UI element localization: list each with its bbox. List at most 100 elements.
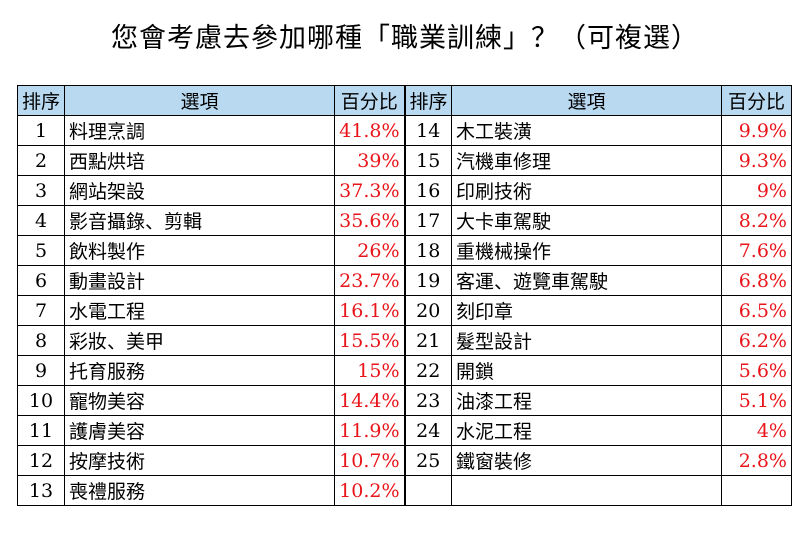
left-item-cell: 寵物美容 (64, 385, 335, 416)
header-rank: 排序 (17, 85, 65, 116)
left-item-cell: 料理烹調 (64, 115, 335, 146)
right-item-cell: 木工裝潢 (451, 115, 722, 146)
right-item-cell: 重機械操作 (451, 235, 722, 266)
left-rank-cell: 9 (17, 355, 65, 386)
right-percent-cell: 7.6% (721, 235, 792, 266)
table-row: 2 西點烘培 39% 15 汽機車修理 9.3% (17, 145, 792, 176)
page-title: 您會考慮去參加哪種「職業訓練」？（可複選） (111, 23, 699, 54)
header-item: 選項 (451, 85, 722, 116)
right-rank-cell (404, 475, 452, 506)
left-item-cell: 按摩技術 (64, 445, 335, 476)
right-percent-cell: 8.2% (721, 205, 792, 236)
right-percent-cell: 9% (721, 175, 792, 206)
ranking-table: 排序 選項 百分比 排序 選項 百分比 1 料理烹調 41.8% 14 木工裝潢 9.9%… (17, 85, 792, 506)
right-rank-cell: 14 (404, 115, 452, 146)
right-percent-cell: 5.6% (721, 355, 792, 386)
left-item-cell: 網站架設 (64, 175, 335, 206)
right-percent-cell: 5.1% (721, 385, 792, 416)
right-percent-cell: 4% (721, 415, 792, 446)
left-rank-cell: 5 (17, 235, 65, 266)
left-rank-cell: 2 (17, 145, 65, 176)
table-row: 7 水電工程 16.1% 20 刻印章 6.5% (17, 295, 792, 326)
left-rank-cell: 11 (17, 415, 65, 446)
left-rank-cell: 8 (17, 325, 65, 356)
table-row: 13 喪禮服務 10.2% (17, 475, 792, 506)
left-percent-cell: 15.5% (334, 325, 406, 356)
left-item-cell: 飲料製作 (64, 235, 335, 266)
right-item-cell: 印刷技術 (451, 175, 722, 206)
right-rank-cell: 19 (404, 265, 452, 296)
right-rank-cell: 24 (404, 415, 452, 446)
left-percent-cell: 41.8% (334, 115, 406, 146)
left-percent-cell: 14.4% (334, 385, 406, 416)
right-item-cell: 水泥工程 (451, 415, 722, 446)
left-percent-cell: 23.7% (334, 265, 406, 296)
left-percent-cell: 11.9% (334, 415, 406, 446)
left-rank-cell: 12 (17, 445, 65, 476)
right-item-cell: 客運、遊覽車駕駛 (451, 265, 722, 296)
right-percent-cell: 9.9% (721, 115, 792, 146)
table-row: 4 影音攝錄、剪輯 35.6% 17 大卡車駕駛 8.2% (17, 205, 792, 236)
left-rank-cell: 6 (17, 265, 65, 296)
right-rank-cell: 16 (404, 175, 452, 206)
right-percent-cell: 6.8% (721, 265, 792, 296)
right-percent-cell: 6.5% (721, 295, 792, 326)
left-percent-cell: 35.6% (334, 205, 406, 236)
table-header-row: 排序 選項 百分比 排序 選項 百分比 (17, 85, 792, 116)
left-item-cell: 動畫設計 (64, 265, 335, 296)
table-row: 8 彩妝、美甲 15.5% 21 髮型設計 6.2% (17, 325, 792, 356)
right-item-cell: 開鎖 (451, 355, 722, 386)
left-percent-cell: 16.1% (334, 295, 406, 326)
right-item-cell: 油漆工程 (451, 385, 722, 416)
table-row: 9 托育服務 15% 22 開鎖 5.6% (17, 355, 792, 386)
right-rank-cell: 25 (404, 445, 452, 476)
header-percent: 百分比 (334, 85, 406, 116)
right-item-cell: 汽機車修理 (451, 145, 722, 176)
left-item-cell: 托育服務 (64, 355, 335, 386)
left-rank-cell: 10 (17, 385, 65, 416)
left-percent-cell: 26% (334, 235, 406, 266)
header-rank: 排序 (404, 85, 452, 116)
left-item-cell: 影音攝錄、剪輯 (64, 205, 335, 236)
left-percent-cell: 39% (334, 145, 406, 176)
right-rank-cell: 22 (404, 355, 452, 386)
right-rank-cell: 21 (404, 325, 452, 356)
right-item-cell (451, 475, 722, 506)
table-body: 1 料理烹調 41.8% 14 木工裝潢 9.9% 2 西點烘培 39% 15 汽機車修理 9.3% 3… (17, 115, 792, 506)
right-item-cell: 刻印章 (451, 295, 722, 326)
left-percent-cell: 15% (334, 355, 406, 386)
table-row: 5 飲料製作 26% 18 重機械操作 7.6% (17, 235, 792, 266)
header-item: 選項 (64, 85, 335, 116)
right-rank-cell: 17 (404, 205, 452, 236)
table-row: 12 按摩技術 10.7% 25 鐵窗裝修 2.8% (17, 445, 792, 476)
right-item-cell: 髮型設計 (451, 325, 722, 356)
left-item-cell: 護膚美容 (64, 415, 335, 446)
right-item-cell: 鐵窗裝修 (451, 445, 722, 476)
left-percent-cell: 37.3% (334, 175, 406, 206)
left-item-cell: 彩妝、美甲 (64, 325, 335, 356)
right-percent-cell (721, 475, 792, 506)
table-row: 6 動畫設計 23.7% 19 客運、遊覽車駕駛 6.8% (17, 265, 792, 296)
right-rank-cell: 23 (404, 385, 452, 416)
left-percent-cell: 10.2% (334, 475, 406, 506)
left-item-cell: 西點烘培 (64, 145, 335, 176)
table-row: 11 護膚美容 11.9% 24 水泥工程 4% (17, 415, 792, 446)
right-rank-cell: 20 (404, 295, 452, 326)
right-percent-cell: 6.2% (721, 325, 792, 356)
left-item-cell: 喪禮服務 (64, 475, 335, 506)
right-percent-cell: 9.3% (721, 145, 792, 176)
table-row: 10 寵物美容 14.4% 23 油漆工程 5.1% (17, 385, 792, 416)
right-rank-cell: 18 (404, 235, 452, 266)
header-percent: 百分比 (721, 85, 792, 116)
left-rank-cell: 1 (17, 115, 65, 146)
left-rank-cell: 4 (17, 205, 65, 236)
left-percent-cell: 10.7% (334, 445, 406, 476)
right-rank-cell: 15 (404, 145, 452, 176)
left-item-cell: 水電工程 (64, 295, 335, 326)
right-percent-cell: 2.8% (721, 445, 792, 476)
left-rank-cell: 13 (17, 475, 65, 506)
left-rank-cell: 7 (17, 295, 65, 326)
left-rank-cell: 3 (17, 175, 65, 206)
table-row: 3 網站架設 37.3% 16 印刷技術 9% (17, 175, 792, 206)
table-row: 1 料理烹調 41.8% 14 木工裝潢 9.9% (17, 115, 792, 146)
